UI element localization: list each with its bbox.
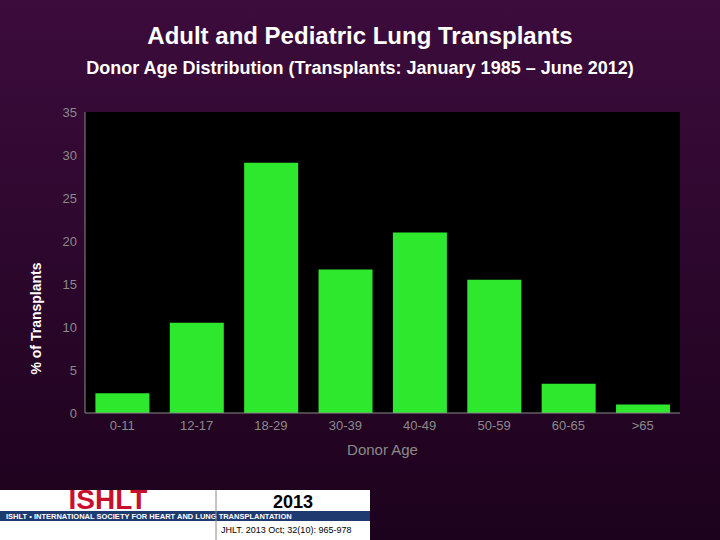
svg-text:ISHLT • INTERNATIONAL SOCIETY: ISHLT • INTERNATIONAL SOCIETY FOR HEART … [8, 512, 292, 521]
svg-text:12-17: 12-17 [180, 418, 213, 433]
svg-text:20: 20 [63, 234, 77, 249]
html-text:Donor Age Distribution (Transp: Donor Age Distribution (Transplants: Jan… [86, 58, 634, 78]
svg-text:Donor Age: Donor Age [347, 441, 418, 458]
svg-text:ISHLT: ISHLT [69, 484, 148, 515]
svg-text:60-65: 60-65 [552, 418, 585, 433]
svg-text:>65: >65 [632, 418, 654, 433]
svg-text:2013: 2013 [273, 492, 313, 512]
svg-text:40-49: 40-49 [403, 418, 436, 433]
svg-text:18-29: 18-29 [254, 418, 287, 433]
svg-text:50-59: 50-59 [477, 418, 510, 433]
svg-text:15: 15 [63, 277, 77, 292]
svg-text:30: 30 [63, 148, 77, 163]
svg-text:% of Transplants: % of Transplants [28, 262, 44, 374]
svg-text:35: 35 [63, 105, 77, 120]
svg-text:0-11: 0-11 [110, 418, 135, 433]
html-text:Adult and Pediatric Lung Trans: Adult and Pediatric Lung Transplants [147, 22, 573, 49]
svg-text:30-39: 30-39 [329, 418, 362, 433]
svg-text:25: 25 [63, 191, 77, 206]
svg-text:JHLT. 2013 Oct; 32(10): 965-97: JHLT. 2013 Oct; 32(10): 965-978 [221, 525, 351, 535]
svg-text:5: 5 [70, 363, 77, 378]
svg-text:10: 10 [63, 320, 77, 335]
svg-text:0: 0 [70, 406, 77, 421]
